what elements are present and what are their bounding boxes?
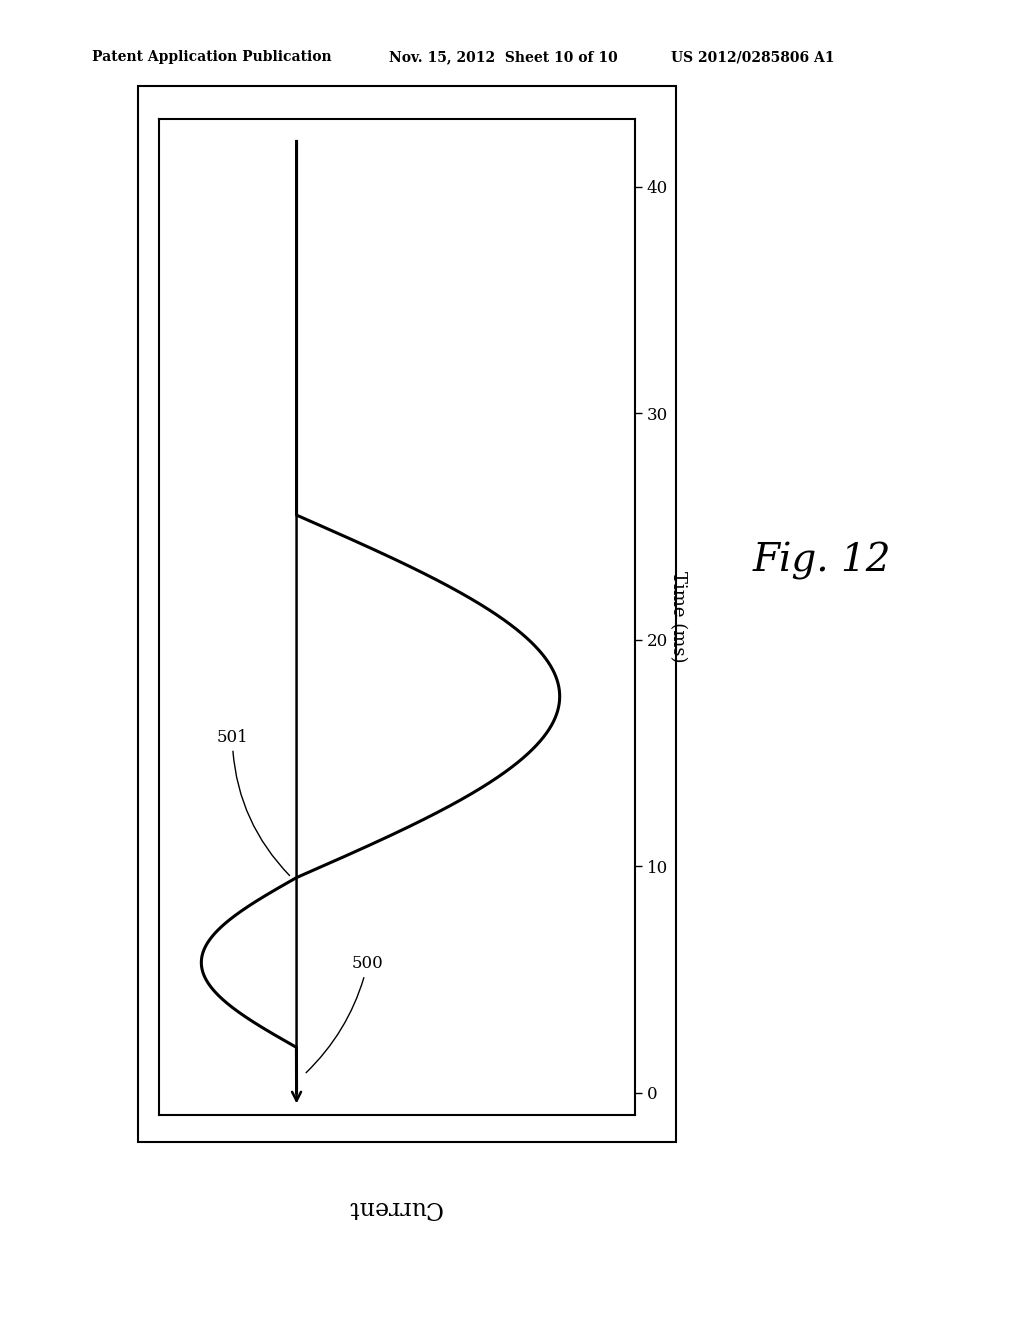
Text: 500: 500 bbox=[306, 956, 383, 1073]
Text: Fig. 12: Fig. 12 bbox=[753, 543, 891, 579]
Text: Patent Application Publication: Patent Application Publication bbox=[92, 50, 332, 65]
Text: US 2012/0285806 A1: US 2012/0285806 A1 bbox=[671, 50, 835, 65]
Text: Nov. 15, 2012  Sheet 10 of 10: Nov. 15, 2012 Sheet 10 of 10 bbox=[389, 50, 617, 65]
Text: 501: 501 bbox=[216, 729, 290, 875]
Y-axis label: Time (ms): Time (ms) bbox=[670, 572, 687, 663]
Text: Current: Current bbox=[347, 1196, 441, 1220]
